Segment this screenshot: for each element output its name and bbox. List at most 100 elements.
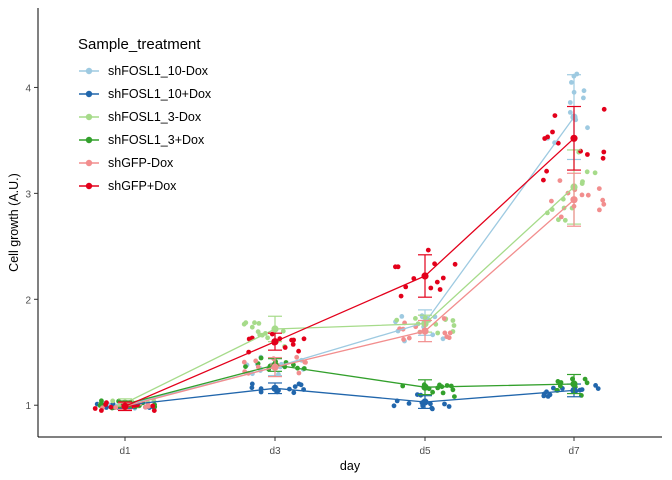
data-point <box>243 364 248 369</box>
data-point <box>437 287 443 292</box>
data-point <box>151 408 157 413</box>
series-line <box>124 199 575 407</box>
legend-title: Sample_treatment <box>78 36 201 53</box>
data-point <box>601 201 607 207</box>
series-line <box>124 364 575 405</box>
data-point <box>108 404 114 410</box>
x-tick-label: d3 <box>269 446 281 457</box>
data-point <box>249 381 255 387</box>
mean-point <box>570 134 578 142</box>
mean-point <box>121 402 129 410</box>
data-point <box>249 324 255 330</box>
data-point <box>452 394 457 399</box>
data-point <box>246 336 252 342</box>
data-point <box>579 192 585 198</box>
data-point <box>447 330 453 336</box>
data-point <box>243 320 249 326</box>
data-point <box>425 247 431 253</box>
legend-label: shGFP-Dox <box>108 156 174 170</box>
data-point <box>440 390 446 396</box>
data-point <box>150 403 156 409</box>
data-point <box>401 337 406 342</box>
data-point <box>569 80 574 85</box>
data-point <box>446 404 452 409</box>
legend-key <box>79 90 99 98</box>
data-point <box>432 261 437 267</box>
mean-point <box>271 338 279 346</box>
legend-label: shGFP+Dox <box>108 179 177 193</box>
data-point <box>442 401 447 407</box>
data-point <box>146 403 152 409</box>
data-point <box>545 134 550 140</box>
data-point <box>400 383 406 389</box>
data-point <box>280 328 286 334</box>
data-point <box>252 320 257 326</box>
data-point <box>294 354 300 360</box>
data-point <box>596 186 602 192</box>
data-point <box>391 403 397 409</box>
data-point <box>446 335 452 341</box>
data-point <box>258 355 264 361</box>
data-point <box>600 197 606 203</box>
data-point <box>399 314 405 319</box>
data-point <box>398 293 404 299</box>
legend-label: shFOSL1_3+Dox <box>108 133 205 147</box>
data-point <box>258 389 264 395</box>
x-tick-label: d7 <box>568 446 580 457</box>
data-point <box>558 214 564 220</box>
data-point <box>435 330 441 336</box>
data-point <box>428 401 433 407</box>
data-point <box>430 389 435 395</box>
y-tick-label: 1 <box>25 401 31 412</box>
data-point <box>574 71 580 77</box>
data-point <box>406 401 412 406</box>
data-point <box>585 152 590 157</box>
legend-key <box>79 182 99 190</box>
data-point <box>547 392 553 398</box>
data-point <box>110 398 116 404</box>
legend-key <box>79 159 99 167</box>
data-point <box>113 405 118 410</box>
x-axis-title: day <box>340 459 361 473</box>
data-point <box>550 129 555 135</box>
data-point <box>580 179 585 185</box>
series-line <box>124 186 575 404</box>
legend-label: shFOSL1_3-Dox <box>108 110 202 124</box>
data-point <box>557 178 563 184</box>
legend-label: shFOSL1_10+Dox <box>108 87 212 101</box>
data-point <box>253 358 259 364</box>
data-point <box>403 284 409 290</box>
data-point <box>592 170 598 176</box>
mean-point <box>271 325 279 333</box>
data-point <box>282 345 288 350</box>
data-point <box>584 380 590 386</box>
y-tick-label: 2 <box>25 295 31 306</box>
data-point <box>99 408 104 413</box>
data-point <box>600 155 606 161</box>
x-tick-label: d1 <box>119 446 131 457</box>
legend-key <box>79 136 99 144</box>
data-point <box>437 382 442 388</box>
data-point <box>256 321 262 326</box>
data-point <box>552 113 558 118</box>
mean-point <box>421 383 429 391</box>
series-line <box>124 137 575 407</box>
data-point <box>551 385 556 391</box>
data-point <box>430 406 435 412</box>
data-point <box>541 393 547 399</box>
data-point <box>428 285 434 291</box>
data-point <box>92 406 98 411</box>
data-point <box>450 318 456 323</box>
mean-point <box>271 384 279 392</box>
data-point <box>292 384 298 389</box>
data-point <box>249 385 255 391</box>
data-point <box>290 342 296 347</box>
data-point <box>541 177 546 183</box>
y-tick-label: 4 <box>25 83 31 94</box>
data-point <box>296 348 301 354</box>
y-axis-title: Cell growth (A.U.) <box>7 173 21 272</box>
data-point <box>601 149 607 155</box>
data-point <box>296 370 302 376</box>
data-point <box>593 383 598 388</box>
